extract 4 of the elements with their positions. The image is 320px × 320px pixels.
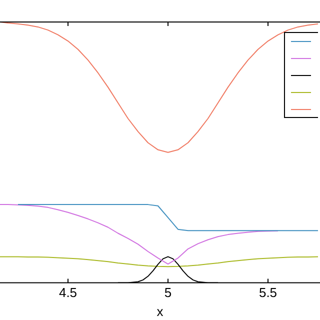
x-tick-label: 5.5 bbox=[258, 285, 278, 300]
x-tick-label: 5 bbox=[164, 285, 172, 300]
x-axis-title: x bbox=[156, 304, 164, 319]
x-tick-label: 4.5 bbox=[58, 285, 78, 300]
